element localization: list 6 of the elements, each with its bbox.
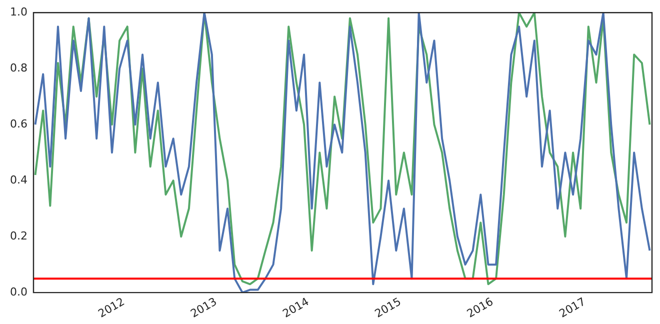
y-tick-label: 0.4 <box>10 173 28 186</box>
y-tick-label: 0.2 <box>10 229 28 242</box>
y-tick-label: 1.0 <box>10 5 28 18</box>
y-tick-label: 0.6 <box>10 117 28 130</box>
y-tick-label: 0.8 <box>10 61 28 74</box>
y-tick-label: 0.0 <box>10 285 28 298</box>
